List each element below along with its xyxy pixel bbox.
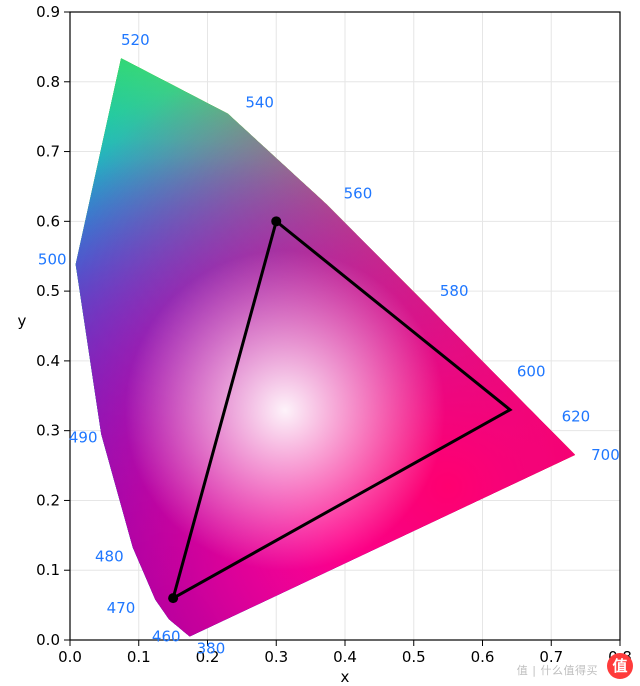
wavelength-label: 480 xyxy=(95,547,124,565)
wavelength-label: 470 xyxy=(107,599,136,617)
wavelength-label: 500 xyxy=(38,251,67,269)
wavelength-label: 700 xyxy=(591,446,620,464)
y-tick-label: 0.9 xyxy=(36,3,60,21)
wavelength-label: 580 xyxy=(440,282,469,300)
wavelength-label: 620 xyxy=(562,408,591,426)
y-tick-label: 0.4 xyxy=(36,352,60,370)
gamut-vertex-blue xyxy=(168,593,178,603)
y-axis-label: y xyxy=(18,312,27,330)
y-tick-label: 0.8 xyxy=(36,73,60,91)
x-tick-label: 0.0 xyxy=(58,648,82,666)
x-tick-label: 0.4 xyxy=(333,648,357,666)
wavelength-label: 460 xyxy=(152,628,181,646)
x-axis-label: x xyxy=(341,668,350,686)
y-tick-label: 0.2 xyxy=(36,491,60,509)
wavelength-label: 600 xyxy=(517,362,546,380)
wavelength-label: 560 xyxy=(344,184,373,202)
y-tick-label: 0.6 xyxy=(36,212,60,230)
x-tick-label: 0.1 xyxy=(127,648,151,666)
wavelength-label: 520 xyxy=(121,31,150,49)
x-tick-label: 0.7 xyxy=(539,648,563,666)
y-tick-label: 0.1 xyxy=(36,561,60,579)
y-tick-label: 0.0 xyxy=(36,631,60,649)
chromaticity-chart: 0.00.10.20.30.40.50.60.70.80.00.10.20.30… xyxy=(0,0,640,686)
wavelength-label: 540 xyxy=(245,94,274,112)
x-tick-label: 0.5 xyxy=(402,648,426,666)
gamut-vertex-green xyxy=(271,216,281,226)
x-tick-label: 0.3 xyxy=(264,648,288,666)
wavelength-label: 380 xyxy=(197,639,226,657)
wavelength-label: 490 xyxy=(69,429,98,447)
y-tick-label: 0.7 xyxy=(36,143,60,161)
y-tick-label: 0.3 xyxy=(36,422,60,440)
x-tick-label: 0.6 xyxy=(471,648,495,666)
y-tick-label: 0.5 xyxy=(36,282,60,300)
x-tick-label: 0.8 xyxy=(608,648,632,666)
